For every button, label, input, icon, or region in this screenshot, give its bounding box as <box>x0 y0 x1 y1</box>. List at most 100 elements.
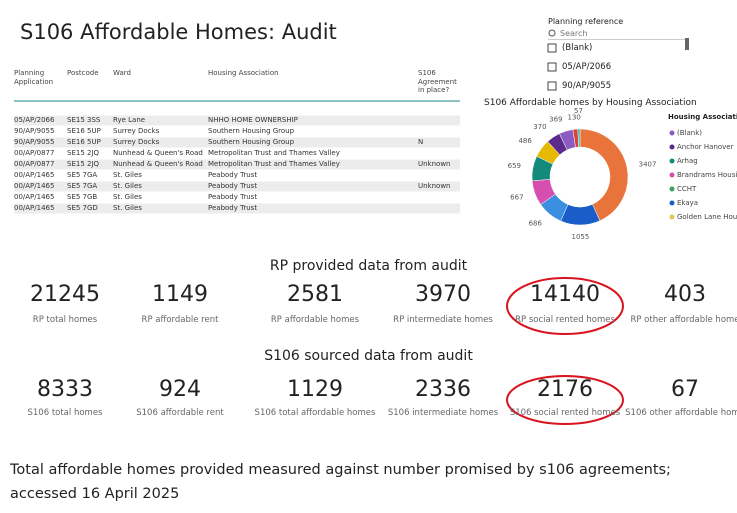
kpi-label: RP other affordable home <box>630 315 737 325</box>
legend-title: Housing Associatio <box>668 113 737 121</box>
data-label: 686 <box>529 219 543 227</box>
table-cell: St. Giles <box>113 204 142 212</box>
table-cell: Southern Housing Group <box>208 138 295 146</box>
kpi-label: RP social rented homes <box>515 315 615 325</box>
data-label: 486 <box>518 137 532 145</box>
checkbox <box>547 62 557 72</box>
kpi-value: 21245 <box>30 282 100 307</box>
table-cell: Rye Lane <box>113 116 146 124</box>
column-header: S106 Agreement in place? <box>418 69 457 94</box>
scrollbar <box>685 38 689 50</box>
row-band <box>14 181 460 192</box>
table-cell: Metropolitan Trust and Thames Valley <box>208 149 340 157</box>
table-cell: Nunhead & Queen's Road <box>113 160 203 168</box>
data-label: 3407 <box>639 160 657 168</box>
donut-slice <box>577 128 581 148</box>
data-label: 667 <box>510 193 523 201</box>
kpi-value: 1129 <box>287 377 343 402</box>
legend-dot <box>669 158 675 164</box>
column-header: Ward <box>113 69 131 77</box>
table-cell: SE5 7GD <box>67 204 98 212</box>
kpi-label: S106 total affordable homes <box>254 408 376 418</box>
legend-item: Golden Lane Hou <box>677 213 737 221</box>
table-cell: 00/AP/0877 <box>14 160 55 168</box>
table-cell: Unknown <box>418 160 451 168</box>
table-cell: Peabody Trust <box>208 182 258 190</box>
table-cell: Nunhead & Queen's Road <box>113 149 203 157</box>
table-cell: St. Giles <box>113 182 142 190</box>
slicer-item[interactable]: 90/AP/9055 <box>562 81 612 91</box>
kpi-label: RP intermediate homes <box>393 315 493 325</box>
kpi-value: 14140 <box>530 282 600 307</box>
checkbox <box>547 43 557 53</box>
highlight-circle <box>506 375 624 425</box>
table-cell: Peabody Trust <box>208 193 258 201</box>
legend-item: Anchor Hanover <box>677 143 734 151</box>
kpi-value: 924 <box>159 377 201 402</box>
table-cell: St. Giles <box>113 171 142 179</box>
legend-dot <box>669 200 675 206</box>
table-cell: Peabody Trust <box>208 171 258 179</box>
kpi-value: 3970 <box>415 282 471 307</box>
table-cell: SE16 5UP <box>67 138 101 146</box>
table-cell: SE15 2JQ <box>67 149 100 157</box>
table-cell: SE16 5UP <box>67 127 101 135</box>
table-cell: Surrey Docks <box>113 127 160 135</box>
data-label: 659 <box>508 162 521 170</box>
kpi-value: 2176 <box>537 377 593 402</box>
table-cell: 05/AP/2066 <box>14 116 55 124</box>
legend-item: (Blank) <box>677 129 702 137</box>
kpi-label: S106 intermediate homes <box>387 408 499 418</box>
table-cell: 00/AP/1465 <box>14 182 55 190</box>
kpi-value: 403 <box>664 282 706 307</box>
kpi-label: RP affordable rent <box>141 315 219 325</box>
data-label: 370 <box>533 123 546 131</box>
kpi-value: 67 <box>671 377 699 402</box>
legend-item: CCHT <box>677 185 697 193</box>
kpi-label: S106 total homes <box>27 408 103 418</box>
search-icon <box>548 29 556 37</box>
table-cell: Surrey Docks <box>113 138 160 146</box>
kpi-label: S106 social rented homes <box>509 408 621 418</box>
legend-item: Brandrams Housi <box>677 171 737 179</box>
kpi-value: 2336 <box>415 377 471 402</box>
column-header: Housing Association <box>208 69 279 77</box>
table-cell: St. Giles <box>113 193 142 201</box>
legend-dot <box>669 130 675 136</box>
row-band <box>14 203 460 214</box>
table-cell: NHHO HOME OWNERSHIP <box>208 116 298 124</box>
slicer-search[interactable]: Search <box>560 29 588 38</box>
table-cell: N <box>418 138 424 146</box>
data-label: 1055 <box>571 233 589 241</box>
legend-dot <box>669 172 675 178</box>
table-cell: 90/AP/9055 <box>14 138 55 146</box>
donut-slice <box>579 128 629 222</box>
highlight-circle <box>506 277 624 335</box>
kpi-value: 2581 <box>287 282 343 307</box>
kpi-value: 1149 <box>152 282 208 307</box>
slicer-item[interactable]: (Blank) <box>562 43 593 53</box>
caption: Total affordable homes provided measured… <box>10 462 671 478</box>
chart-title: S106 Affordable homes by Housing Associa… <box>484 98 697 108</box>
slicer-item[interactable]: 05/AP/2066 <box>562 62 612 72</box>
data-label: 130 <box>567 113 580 121</box>
table-cell: SE15 3SS <box>67 116 101 124</box>
table-cell: SE15 2JQ <box>67 160 100 168</box>
legend-dot <box>669 144 675 150</box>
column-header: Planning Application <box>14 69 54 86</box>
table-cell: 90/AP/9055 <box>14 127 55 135</box>
kpi-label: RP total homes <box>32 315 98 325</box>
legend-dot <box>669 186 675 192</box>
legend-dot <box>669 214 675 220</box>
section-title: RP provided data from audit <box>269 258 468 274</box>
row-band <box>14 115 460 126</box>
kpi-label: S106 other affordable home <box>625 408 737 418</box>
table-cell: SE5 7GA <box>67 182 98 190</box>
table-cell: SE5 7GA <box>67 171 98 179</box>
table-cell: 00/AP/1465 <box>14 204 55 212</box>
legend-item: Arhag <box>677 157 698 165</box>
table-cell: SE5 7GB <box>67 193 98 201</box>
data-label: 57 <box>574 107 583 115</box>
checkbox <box>547 81 557 91</box>
